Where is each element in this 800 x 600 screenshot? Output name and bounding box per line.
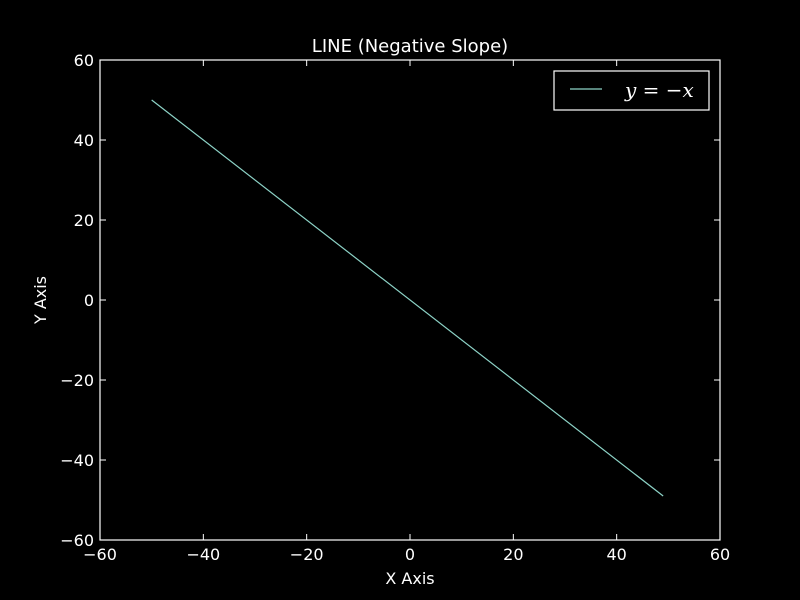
y-tick-label: 0 (84, 291, 94, 310)
x-tick-label: −60 (83, 545, 117, 564)
x-axis-label: X Axis (385, 569, 434, 588)
legend-frame (553, 70, 710, 111)
plot-area (151, 99, 664, 497)
legend-label: y = −x (624, 78, 694, 102)
x-tick-label: 0 (405, 545, 415, 564)
y-tick-label: −20 (60, 371, 94, 390)
x-tick-label: 20 (503, 545, 523, 564)
y-tick-label: −60 (60, 531, 94, 550)
x-tick-label: 40 (606, 545, 626, 564)
legend: y = −x (553, 70, 710, 111)
y-tick-label: −40 (60, 451, 94, 470)
series-line (151, 99, 664, 497)
x-tick-label: −20 (290, 545, 324, 564)
chart-title: LINE (Negative Slope) (312, 36, 508, 57)
y-tick-label: 20 (74, 211, 94, 230)
x-tick-label: 60 (710, 545, 730, 564)
y-axis-label: Y Axis (31, 276, 50, 325)
y-tick-label: 40 (74, 131, 94, 150)
y-tick-label: 60 (74, 51, 94, 70)
x-tick-label: −40 (186, 545, 220, 564)
